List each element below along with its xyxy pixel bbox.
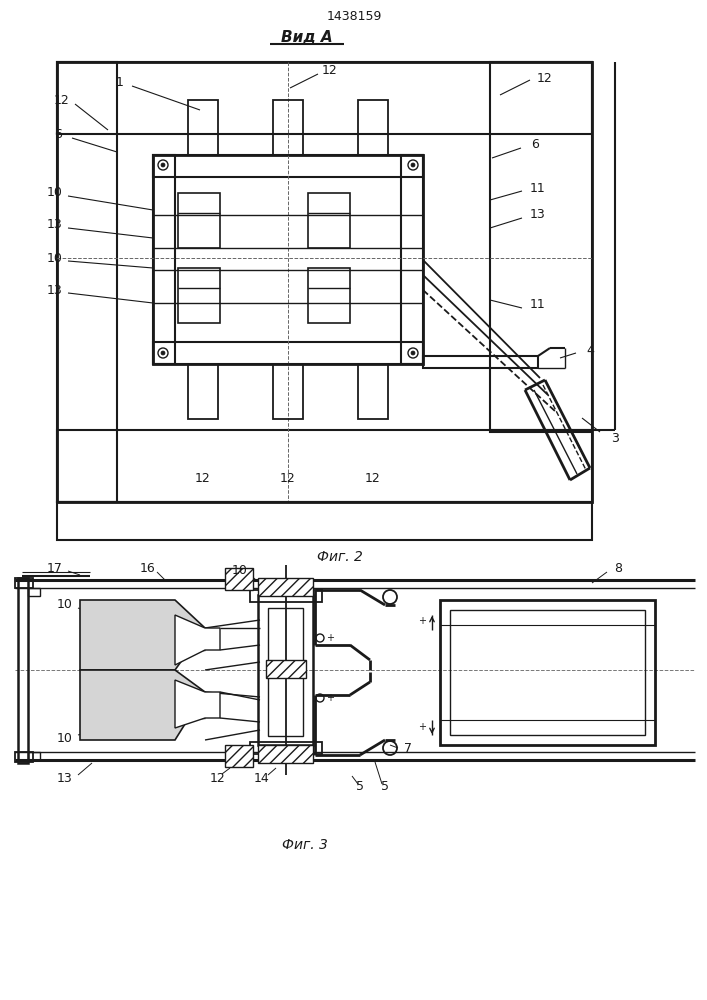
Bar bbox=[358, 364, 388, 419]
Bar bbox=[15, 752, 33, 762]
Text: Фиг. 2: Фиг. 2 bbox=[317, 550, 363, 564]
Text: 6: 6 bbox=[531, 138, 539, 151]
Text: 5: 5 bbox=[381, 780, 389, 794]
Bar bbox=[440, 600, 655, 745]
Bar bbox=[358, 100, 388, 155]
Text: 10: 10 bbox=[57, 732, 73, 744]
Polygon shape bbox=[175, 680, 220, 728]
Text: 1438159: 1438159 bbox=[327, 10, 382, 23]
Polygon shape bbox=[80, 670, 205, 740]
Text: 12: 12 bbox=[54, 94, 70, 106]
Bar bbox=[188, 100, 218, 155]
Bar bbox=[178, 268, 220, 323]
Text: 17: 17 bbox=[47, 562, 63, 574]
Bar bbox=[268, 608, 303, 736]
Text: 11: 11 bbox=[530, 182, 546, 194]
Bar bbox=[18, 578, 28, 763]
Bar bbox=[57, 502, 592, 540]
Bar bbox=[250, 590, 322, 602]
Text: 11: 11 bbox=[530, 298, 546, 312]
Text: 1: 1 bbox=[116, 76, 124, 89]
Bar bbox=[28, 588, 40, 596]
Text: +: + bbox=[326, 633, 334, 643]
Text: Фиг. 3: Фиг. 3 bbox=[282, 838, 328, 852]
Bar bbox=[258, 595, 313, 745]
Bar bbox=[57, 62, 592, 134]
Bar bbox=[401, 155, 423, 364]
Text: 10: 10 bbox=[57, 598, 73, 611]
Polygon shape bbox=[175, 615, 220, 665]
Text: 10: 10 bbox=[232, 564, 248, 576]
Bar bbox=[450, 610, 645, 735]
Text: 13: 13 bbox=[47, 284, 63, 296]
Bar bbox=[153, 155, 423, 177]
Bar bbox=[153, 342, 423, 364]
Text: 3: 3 bbox=[611, 432, 619, 444]
Circle shape bbox=[411, 351, 415, 355]
Bar bbox=[273, 364, 303, 419]
Circle shape bbox=[161, 163, 165, 167]
Bar bbox=[258, 745, 313, 763]
Bar bbox=[57, 62, 592, 502]
Bar bbox=[258, 578, 313, 596]
Text: 13: 13 bbox=[530, 209, 546, 222]
Bar bbox=[178, 193, 220, 248]
Bar bbox=[153, 155, 175, 364]
Bar bbox=[57, 430, 592, 502]
Text: 13: 13 bbox=[47, 219, 63, 232]
Bar bbox=[225, 745, 253, 767]
Text: 13: 13 bbox=[57, 772, 73, 784]
Bar bbox=[273, 100, 303, 155]
Bar bbox=[188, 364, 218, 419]
Text: 4: 4 bbox=[586, 344, 594, 357]
Text: +: + bbox=[418, 616, 426, 626]
Bar bbox=[225, 568, 253, 590]
Bar bbox=[423, 356, 538, 368]
Bar bbox=[250, 742, 322, 754]
Text: 10: 10 bbox=[47, 251, 63, 264]
Text: 7: 7 bbox=[404, 742, 412, 754]
Bar bbox=[308, 193, 350, 248]
Text: 12: 12 bbox=[195, 472, 211, 485]
Bar bbox=[153, 155, 423, 364]
Text: 10: 10 bbox=[47, 186, 63, 200]
Bar bbox=[308, 268, 350, 323]
Bar bbox=[15, 578, 33, 588]
Polygon shape bbox=[80, 600, 205, 670]
Text: 14: 14 bbox=[254, 772, 270, 784]
Text: Вид А: Вид А bbox=[281, 29, 333, 44]
Text: 12: 12 bbox=[365, 472, 381, 485]
Text: 12: 12 bbox=[322, 64, 338, 77]
Text: 12: 12 bbox=[537, 72, 553, 85]
Text: 6: 6 bbox=[54, 128, 62, 141]
Bar bbox=[266, 660, 306, 678]
Circle shape bbox=[411, 163, 415, 167]
Text: +: + bbox=[418, 722, 426, 732]
Text: 8: 8 bbox=[614, 562, 622, 574]
Text: 12: 12 bbox=[280, 472, 296, 485]
Bar bbox=[57, 62, 117, 502]
Text: 16: 16 bbox=[140, 562, 156, 574]
Bar bbox=[28, 752, 40, 760]
Bar bbox=[490, 62, 592, 432]
Text: 5: 5 bbox=[356, 780, 364, 794]
Circle shape bbox=[161, 351, 165, 355]
Text: 12: 12 bbox=[210, 772, 226, 784]
Text: +: + bbox=[326, 693, 334, 703]
